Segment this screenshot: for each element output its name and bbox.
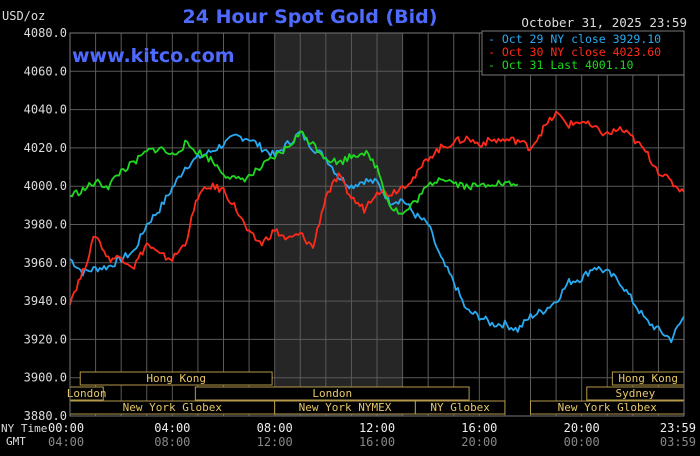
x-tick-label-gmt: 16:00: [359, 435, 395, 449]
y-tick-label: 4060.0: [24, 64, 67, 78]
session-label: London: [67, 387, 107, 400]
session-label: Sydney: [616, 387, 656, 400]
x-tick-label-gmt: 20:00: [461, 435, 497, 449]
plot-border: [69, 32, 685, 417]
legend-marker-oct30: -: [488, 45, 502, 59]
x-tick-label-ny: 00:00: [48, 421, 84, 435]
x-row-label-gmt: GMT: [6, 435, 26, 448]
x-row-label-ny: NY Time: [1, 422, 47, 435]
chart-title: 24 Hour Spot Gold (Bid): [183, 6, 438, 28]
y-tick-label: 3960.0: [24, 256, 67, 270]
grid-lines: [69, 32, 685, 417]
y-tick-label: 3880.0: [24, 409, 67, 423]
legend: - Oct 29 NY close 3929.10 - Oct 30 NY cl…: [481, 30, 685, 76]
session-label: Hong Kong: [618, 372, 678, 385]
x-tick-label-ny: 04:00: [154, 421, 190, 435]
x-tick-label-gmt: 00:00: [564, 435, 600, 449]
watermark: www.kitco.com: [72, 45, 235, 67]
y-tick-label: 3900.0: [24, 371, 67, 385]
x-tick-label-ny: 23:59: [660, 421, 696, 435]
y-tick-label: 4040.0: [24, 103, 67, 117]
y-tick-label: 4000.0: [24, 179, 67, 193]
units-label: USD/oz: [2, 9, 45, 23]
legend-entry-oct30: - Oct 30 NY close 4023.60: [488, 45, 661, 59]
series-line-oct31: [69, 130, 519, 215]
x-tick-label-gmt: 12:00: [257, 435, 293, 449]
session-bar: [414, 400, 506, 415]
x-tick-label-gmt: 04:00: [48, 435, 84, 449]
x-tick-label-ny: 08:00: [257, 421, 293, 435]
y-tick-label: 4020.0: [24, 141, 67, 155]
y-tick-label: 3920.0: [24, 332, 67, 346]
y-tick-labels: 4080.0 4060.0 4040.0 4020.0 4000.0 3980.0 3960…: [24, 26, 67, 423]
x-tick-label-ny: 16:00: [461, 421, 497, 435]
price-series: [69, 110, 685, 344]
legend-entry-oct31: - Oct 31 Last 4001.10: [488, 58, 633, 72]
legend-box: [481, 30, 685, 76]
chart-date: October 31, 2025 23:59: [521, 15, 687, 30]
session-bar: [79, 371, 273, 386]
series-line-oct29: [69, 130, 685, 344]
session-label: NY Globex: [430, 401, 490, 414]
x-tick-label-gmt: 08:00: [154, 435, 190, 449]
session-label: New York Globex: [558, 401, 658, 414]
x-tick-labels: 00:0004:0004:0008:0008:0012:0012:0016:00…: [48, 421, 696, 449]
x-tick-label-ny: 20:00: [564, 421, 600, 435]
legend-label-oct29: Oct 29 NY close 3929.10: [502, 32, 661, 46]
session-bar: [194, 386, 470, 401]
legend-marker-oct31: -: [488, 58, 502, 72]
y-tick-label: 3940.0: [24, 294, 67, 308]
session-label: Hong Kong: [146, 372, 206, 385]
session-label: London: [312, 387, 352, 400]
y-tick-label: 3980.0: [24, 218, 67, 232]
legend-entry-oct29: - Oct 29 NY close 3929.10: [488, 32, 661, 46]
series-line-oct30: [69, 110, 685, 306]
x-tick-label-ny: 12:00: [359, 421, 395, 435]
session-label: New York NYMEX: [299, 401, 392, 414]
y-tick-label: 4080.0: [24, 26, 67, 40]
session-label: New York Globex: [123, 401, 223, 414]
legend-marker-oct29: -: [488, 32, 502, 46]
legend-label-oct31: Oct 31 Last 4001.10: [502, 58, 634, 72]
legend-label-oct30: Oct 30 NY close 4023.60: [502, 45, 661, 59]
x-tick-label-gmt: 03:59: [660, 435, 696, 449]
